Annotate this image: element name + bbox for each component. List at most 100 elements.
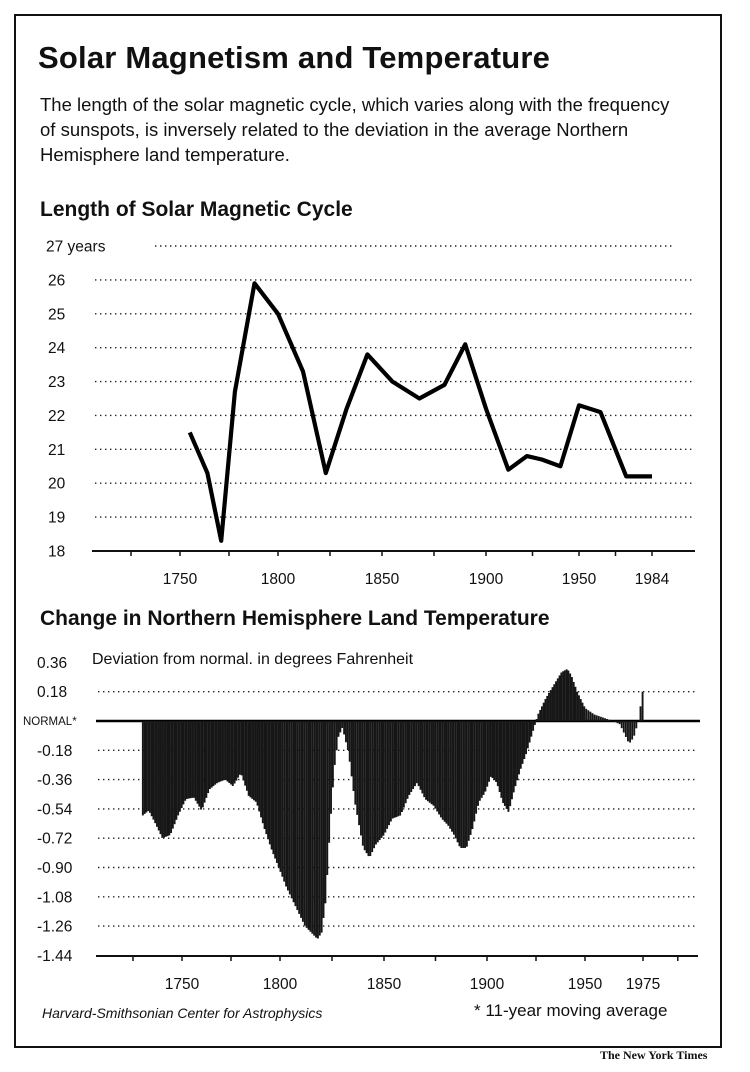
temp-bar [608, 719, 611, 721]
temp-bar [251, 721, 254, 799]
temp-bar [428, 721, 431, 803]
temp-bar [549, 690, 552, 721]
temp-bar [258, 721, 261, 812]
temp-bar [159, 721, 162, 835]
temp-bar [496, 721, 499, 787]
temp-bar [324, 721, 327, 904]
temp-bar [283, 721, 286, 882]
temp-bar [330, 721, 332, 814]
temp-bar [528, 721, 531, 743]
temp-bar [265, 721, 268, 835]
temp-bar [505, 721, 508, 809]
temp-bar [352, 721, 355, 791]
temp-bar [587, 710, 590, 721]
temp-bar [493, 721, 496, 781]
temp-bar [567, 670, 570, 721]
temp-bar [231, 721, 234, 786]
temp-bar [187, 721, 190, 799]
temp-bar [480, 721, 483, 798]
temp-bar [244, 721, 247, 786]
temp-bar [556, 678, 559, 721]
temp-bar [488, 721, 490, 782]
temp-bar [583, 706, 586, 721]
temp-bar [491, 721, 494, 779]
temp-bar [358, 721, 361, 826]
temp-bar [495, 721, 498, 782]
temp-bar [237, 721, 240, 778]
temp-bar [270, 721, 273, 850]
temp-bar [226, 721, 229, 782]
temp-bar [145, 721, 148, 813]
temp-bar [307, 721, 310, 930]
temp-bar [458, 721, 461, 847]
temp-bar [419, 721, 422, 790]
temp-bar [641, 691, 644, 721]
temp-bar [315, 721, 317, 938]
temp-bar [242, 721, 245, 781]
temp-bar [288, 721, 291, 895]
temp-bar [438, 721, 441, 815]
temp-bar [412, 721, 415, 790]
temp-bar [631, 721, 634, 740]
temp-bar [333, 721, 336, 765]
temp-bar [510, 721, 513, 800]
temp-bar [635, 721, 638, 729]
cycle-y-tick-label: 18 [48, 544, 65, 561]
temp-bar [473, 721, 476, 822]
temp-bar [417, 721, 420, 787]
temp-bar [558, 675, 561, 721]
temp-bar [184, 721, 187, 801]
temp-bar [189, 721, 192, 799]
temp-x-tick-label: 1900 [470, 976, 505, 993]
temp-bar [161, 721, 164, 838]
temp-bar [193, 721, 195, 798]
temp-bar [371, 721, 374, 853]
temp-bar [537, 713, 540, 721]
temp-bar [397, 721, 400, 817]
temp-bar [402, 721, 405, 808]
temp-bar [260, 721, 262, 818]
temp-bar [548, 693, 550, 721]
temp-bar [341, 721, 344, 728]
temp-bar [526, 721, 529, 749]
temp-bar [462, 721, 465, 848]
cycle-length-line [187, 281, 652, 543]
temp-bar [610, 720, 613, 721]
temp-bar [182, 721, 185, 805]
temp-bar [532, 721, 535, 731]
temp-bar [360, 721, 362, 836]
temp-bar [215, 721, 218, 784]
temp-bar [166, 721, 169, 837]
temp-bar [574, 686, 577, 721]
temp-bar [460, 721, 463, 848]
temp-bar [143, 721, 146, 814]
temp-bar [404, 721, 407, 804]
temp-bar [401, 721, 403, 812]
temp-bar [591, 713, 594, 721]
temp-bar [622, 721, 625, 733]
temp-bar [376, 721, 379, 843]
temp-bar [235, 721, 238, 781]
temp-bar [374, 721, 377, 845]
temp-bar [539, 710, 542, 721]
temp-bar [380, 721, 383, 838]
temp-bar [519, 721, 522, 769]
temp-bar [228, 721, 231, 784]
temp-bar [516, 721, 519, 781]
temp-x-tick-label: 1750 [165, 976, 200, 993]
temp-bar [555, 681, 557, 721]
temp-bar [350, 721, 353, 777]
temp-bar [627, 721, 629, 742]
temp-bar [624, 721, 627, 737]
temp-bar [482, 721, 485, 795]
temp-bar [322, 721, 325, 918]
temp-bar [198, 721, 201, 807]
temp-bar [443, 721, 446, 822]
temp-bar [542, 702, 545, 721]
temp-bar [274, 721, 277, 859]
temp-bar [249, 721, 252, 798]
cycle-y-tick-label: 19 [48, 510, 65, 527]
publisher-credit: The New York Times [600, 1048, 708, 1062]
temp-bar [196, 721, 199, 804]
temp-bar [399, 721, 402, 816]
